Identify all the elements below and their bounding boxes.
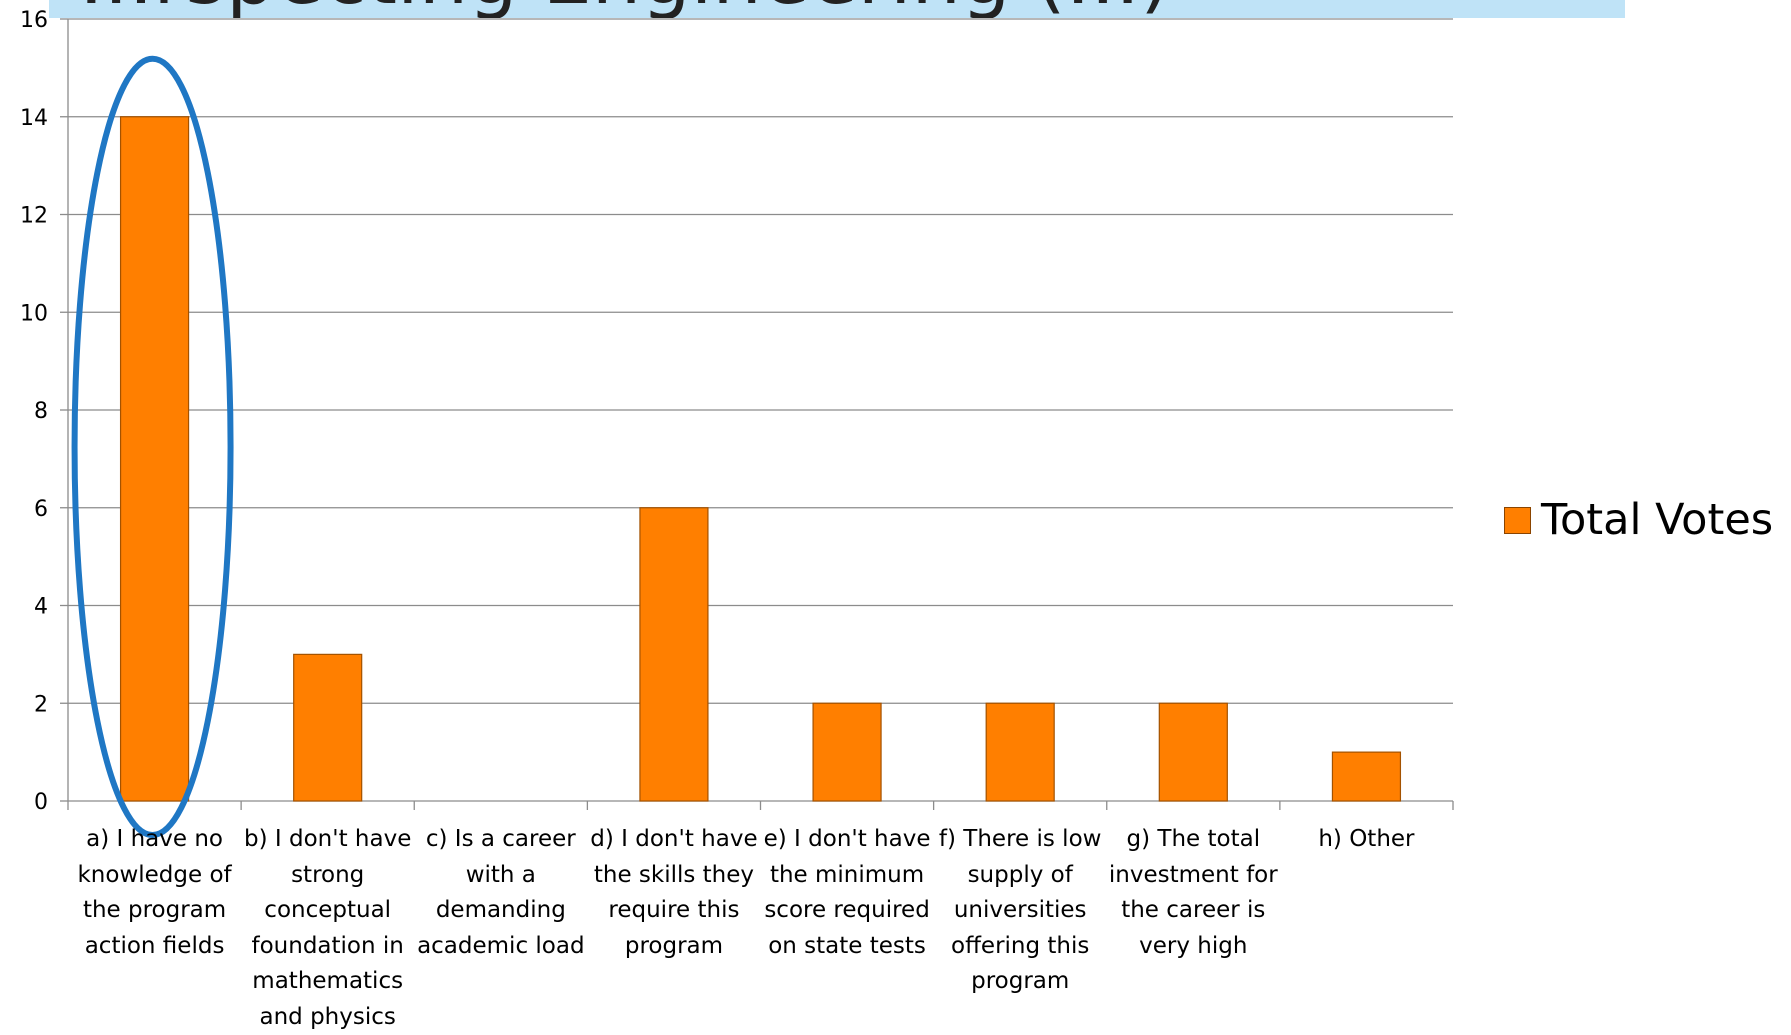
y-tick-label: 14: [20, 106, 48, 131]
bar-f: [986, 703, 1054, 801]
bar-g: [1159, 703, 1227, 801]
x-tick-label: a) I have no knowledge of the program ac…: [69, 822, 241, 964]
y-tick-label: 8: [34, 399, 48, 424]
legend-label: Total Votes: [1541, 495, 1773, 545]
bar-a: [121, 117, 189, 801]
y-tick-label: 6: [34, 497, 48, 522]
y-tick-label: 4: [34, 595, 48, 620]
x-tick-label: g) The total investment for the career i…: [1107, 822, 1279, 964]
x-tick-label: b) I don't have strong conceptual founda…: [242, 822, 414, 1035]
y-tick-label: 16: [20, 8, 48, 33]
y-tick-label: 0: [34, 790, 48, 815]
x-tick-label: h) Other: [1280, 822, 1452, 858]
legend-swatch: [1504, 507, 1531, 534]
x-tick-label: f) There is low supply of universities o…: [934, 822, 1106, 1000]
bar-e: [813, 703, 881, 801]
y-tick-label: 2: [34, 692, 48, 717]
y-tick-label: 10: [20, 301, 48, 326]
x-tick-label: d) I don't have the skills they require …: [588, 822, 760, 964]
bar-d: [640, 508, 708, 801]
bar-h: [1332, 752, 1400, 801]
bar-b: [294, 654, 362, 801]
x-tick-label: e) I don't have the minimum score requir…: [761, 822, 933, 964]
x-tick-label: c) Is a career with a demanding academic…: [415, 822, 587, 964]
y-tick-label: 12: [20, 204, 48, 229]
legend: Total Votes: [1504, 495, 1773, 545]
